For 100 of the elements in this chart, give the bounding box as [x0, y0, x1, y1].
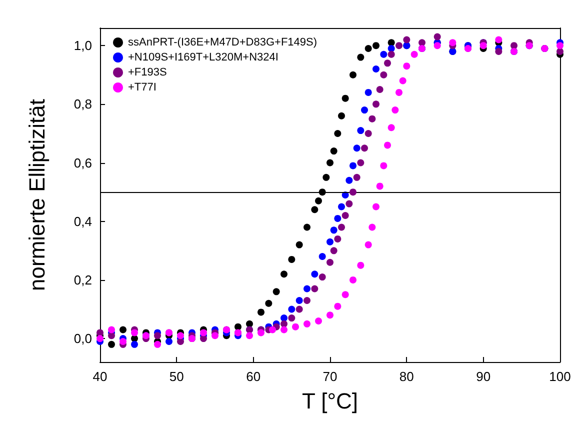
point [258, 329, 264, 336]
point [334, 130, 342, 137]
point [357, 127, 364, 134]
point [338, 112, 345, 120]
x-tick-label: 80 [399, 369, 414, 384]
point [376, 182, 384, 190]
point [510, 42, 518, 50]
point [350, 71, 356, 78]
point [361, 106, 368, 114]
legend-label: +F193S [128, 66, 167, 78]
legend-label: ssAnPRT-(I36E+M47D+D83G+F149S) [128, 36, 318, 48]
point [96, 329, 104, 336]
point [434, 42, 441, 50]
point [480, 42, 487, 50]
y-tick-label: 0,0 [74, 331, 92, 346]
point [108, 332, 115, 340]
point [364, 130, 372, 137]
point [388, 45, 395, 52]
point [346, 176, 353, 184]
point [288, 306, 296, 313]
point [388, 124, 395, 132]
point [361, 144, 368, 152]
y-tick-label: 0,8 [74, 96, 92, 112]
point [330, 247, 338, 254]
point [556, 48, 564, 55]
point [246, 320, 253, 328]
point [350, 188, 356, 196]
point [449, 39, 456, 46]
point [350, 162, 356, 170]
point [495, 48, 502, 55]
point [120, 326, 126, 334]
point [368, 115, 376, 122]
point [311, 270, 318, 278]
point [272, 288, 280, 296]
point [384, 142, 391, 149]
point [304, 285, 310, 292]
point [342, 94, 349, 102]
point [304, 296, 310, 304]
point [131, 329, 138, 336]
point [396, 88, 402, 96]
x-axis-title: T [°C] [302, 388, 358, 414]
y-tick-label: 0,2 [74, 272, 92, 288]
point [372, 203, 380, 210]
point [418, 39, 426, 46]
point [280, 270, 288, 278]
y-tick-label: 0,6 [74, 155, 92, 170]
point [388, 39, 395, 46]
point [380, 50, 388, 58]
point [322, 174, 330, 181]
point [364, 88, 372, 96]
point [330, 226, 338, 234]
point [108, 340, 115, 348]
point [311, 285, 318, 292]
point [315, 197, 322, 204]
point [326, 159, 334, 166]
point [326, 258, 334, 266]
point [200, 329, 207, 336]
point [288, 314, 296, 322]
point [403, 62, 410, 70]
point [296, 296, 303, 304]
point [296, 241, 303, 248]
point [410, 50, 418, 58]
point [353, 174, 360, 181]
point [280, 320, 288, 328]
point [166, 338, 172, 345]
point [311, 206, 318, 214]
point [131, 340, 138, 348]
point [372, 42, 380, 50]
point [96, 335, 104, 342]
point [154, 340, 161, 348]
point [368, 224, 376, 231]
point [380, 162, 388, 170]
x-tick-label: 60 [246, 369, 261, 384]
x-tick-label: 50 [169, 369, 184, 384]
y-axis-title: normierte Elliptizität [24, 99, 50, 291]
point [495, 36, 502, 44]
point [334, 214, 342, 222]
point [353, 144, 360, 152]
point [396, 42, 402, 50]
point [350, 276, 356, 284]
legend-label: +N109S+I169T+L320M+N324I [128, 52, 278, 64]
point [399, 77, 406, 84]
point [246, 332, 253, 340]
point [392, 106, 399, 114]
x-tick-label: 40 [92, 369, 108, 384]
point [318, 274, 326, 281]
point [403, 36, 410, 44]
point [380, 71, 388, 78]
point [108, 326, 115, 334]
point [318, 253, 326, 260]
y-tick-label: 1,0 [74, 38, 92, 54]
point [304, 224, 310, 231]
point [357, 159, 364, 166]
x-tick-label: 70 [322, 369, 338, 384]
point [330, 148, 338, 155]
point [434, 33, 441, 40]
point [212, 332, 218, 340]
point [372, 100, 380, 108]
point [269, 326, 276, 334]
point [334, 302, 342, 310]
